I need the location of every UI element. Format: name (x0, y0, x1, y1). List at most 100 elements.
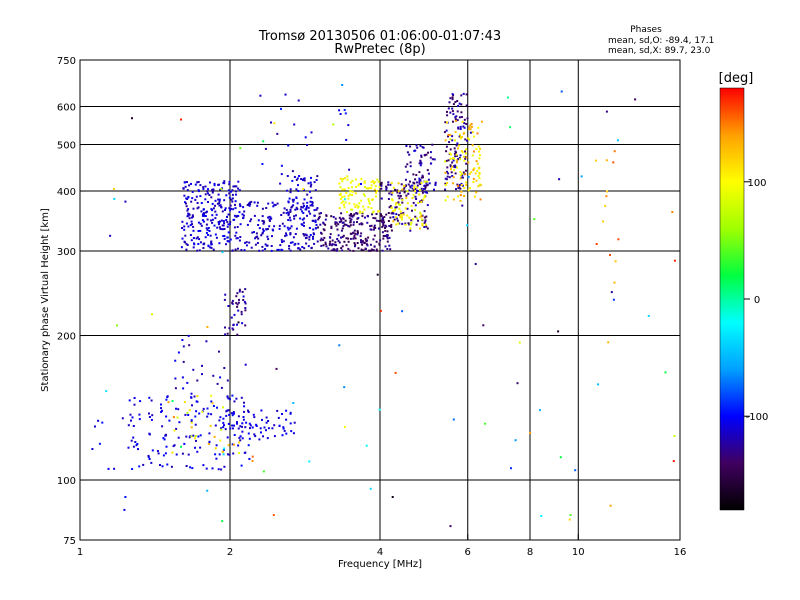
scatter-point (231, 394, 234, 397)
scatter-point (221, 210, 224, 213)
scatter-point (168, 419, 171, 422)
scatter-point (248, 437, 251, 440)
scatter-point (196, 207, 199, 210)
scatter-point (241, 322, 244, 325)
scatter-point (477, 126, 480, 129)
scatter-point (337, 234, 340, 237)
scatter-point (449, 148, 452, 151)
scatter-point (308, 460, 311, 463)
scatter-point (373, 228, 375, 231)
scatter-point (181, 339, 184, 341)
scatter-point (446, 175, 449, 178)
scatter-point (410, 221, 413, 224)
scatter-point (217, 223, 220, 226)
scatter-point (147, 454, 150, 457)
scatter-point (217, 198, 220, 201)
scatter-point (612, 161, 615, 164)
scatter-point (199, 434, 202, 437)
scatter-point (463, 159, 466, 162)
scatter-point (444, 184, 447, 186)
scatter-point (151, 449, 154, 452)
scatter-point (464, 150, 466, 153)
scatter-point (347, 247, 350, 250)
scatter-point (349, 214, 352, 217)
scatter-point (385, 185, 388, 188)
scatter-point (384, 234, 387, 237)
scatter-point (261, 245, 264, 248)
scatter-point (404, 223, 407, 226)
scatter-point (447, 134, 450, 136)
scatter-point (185, 205, 188, 208)
scatter-point (405, 184, 407, 187)
scatter-point (130, 419, 132, 422)
scatter-point (345, 211, 348, 213)
scatter-point (241, 437, 244, 440)
scatter-point (397, 222, 400, 225)
scatter-point (467, 189, 470, 192)
scatter-point (271, 235, 273, 238)
scatter-point (296, 202, 299, 205)
scatter-point (256, 201, 259, 204)
scatter-point (420, 187, 423, 190)
scatter-point (383, 221, 385, 224)
scatter-point (196, 202, 199, 204)
scatter-point (424, 185, 427, 188)
scatter-point (247, 432, 250, 435)
scatter-point (276, 202, 279, 205)
scatter-point (255, 236, 258, 239)
scatter-point (406, 202, 409, 205)
scatter-point (196, 450, 199, 453)
scatter-point (373, 224, 376, 227)
scatter-point (311, 204, 313, 206)
scatter-point (165, 433, 167, 436)
scatter-point (165, 398, 168, 401)
scatter-point (461, 172, 464, 175)
scatter-point (216, 382, 219, 385)
scatter-point (351, 194, 354, 196)
scatter-point (319, 223, 322, 226)
scatter-point (209, 424, 212, 427)
scatter-point (181, 452, 184, 455)
scatter-point (411, 184, 414, 187)
scatter-point (272, 229, 275, 232)
scatter-point (309, 234, 312, 236)
scatter-point (453, 169, 456, 172)
scatter-point (380, 187, 383, 190)
scatter-point (289, 232, 292, 235)
scatter-point (612, 298, 615, 301)
scatter-point (465, 156, 468, 159)
scatter-point (372, 238, 375, 241)
scatter-point (273, 225, 276, 228)
scatter-point (394, 209, 396, 212)
scatter-point (354, 192, 357, 195)
scatter-point (405, 197, 408, 200)
scatter-point (305, 234, 308, 237)
scatter-point (237, 415, 240, 418)
scatter-point (406, 207, 409, 210)
scatter-point (206, 228, 209, 231)
scatter-point (318, 215, 321, 218)
scatter-point (229, 398, 231, 401)
scatter-point (292, 198, 295, 201)
scatter-point (342, 178, 345, 180)
scatter-point (161, 409, 163, 412)
scatter-point (446, 170, 448, 173)
scatter-point (462, 92, 465, 95)
scatter-point (214, 217, 217, 220)
scatter-point (375, 195, 377, 198)
scatter-point (226, 379, 229, 382)
scatter-point (296, 208, 299, 211)
scatter-point (109, 234, 112, 237)
scatter-point (426, 204, 429, 207)
scatter-point (415, 198, 418, 200)
scatter-point (291, 198, 294, 201)
scatter-point (238, 436, 241, 439)
scatter-point (305, 242, 308, 245)
scatter-point (357, 205, 360, 208)
scatter-point (233, 424, 235, 427)
scatter-point (398, 207, 401, 210)
scatter-point (452, 113, 455, 116)
scatter-point (228, 180, 231, 183)
scatter-point (427, 172, 430, 175)
x-axis-ticks: 1 2 4 6 8 10 16 (77, 534, 686, 558)
